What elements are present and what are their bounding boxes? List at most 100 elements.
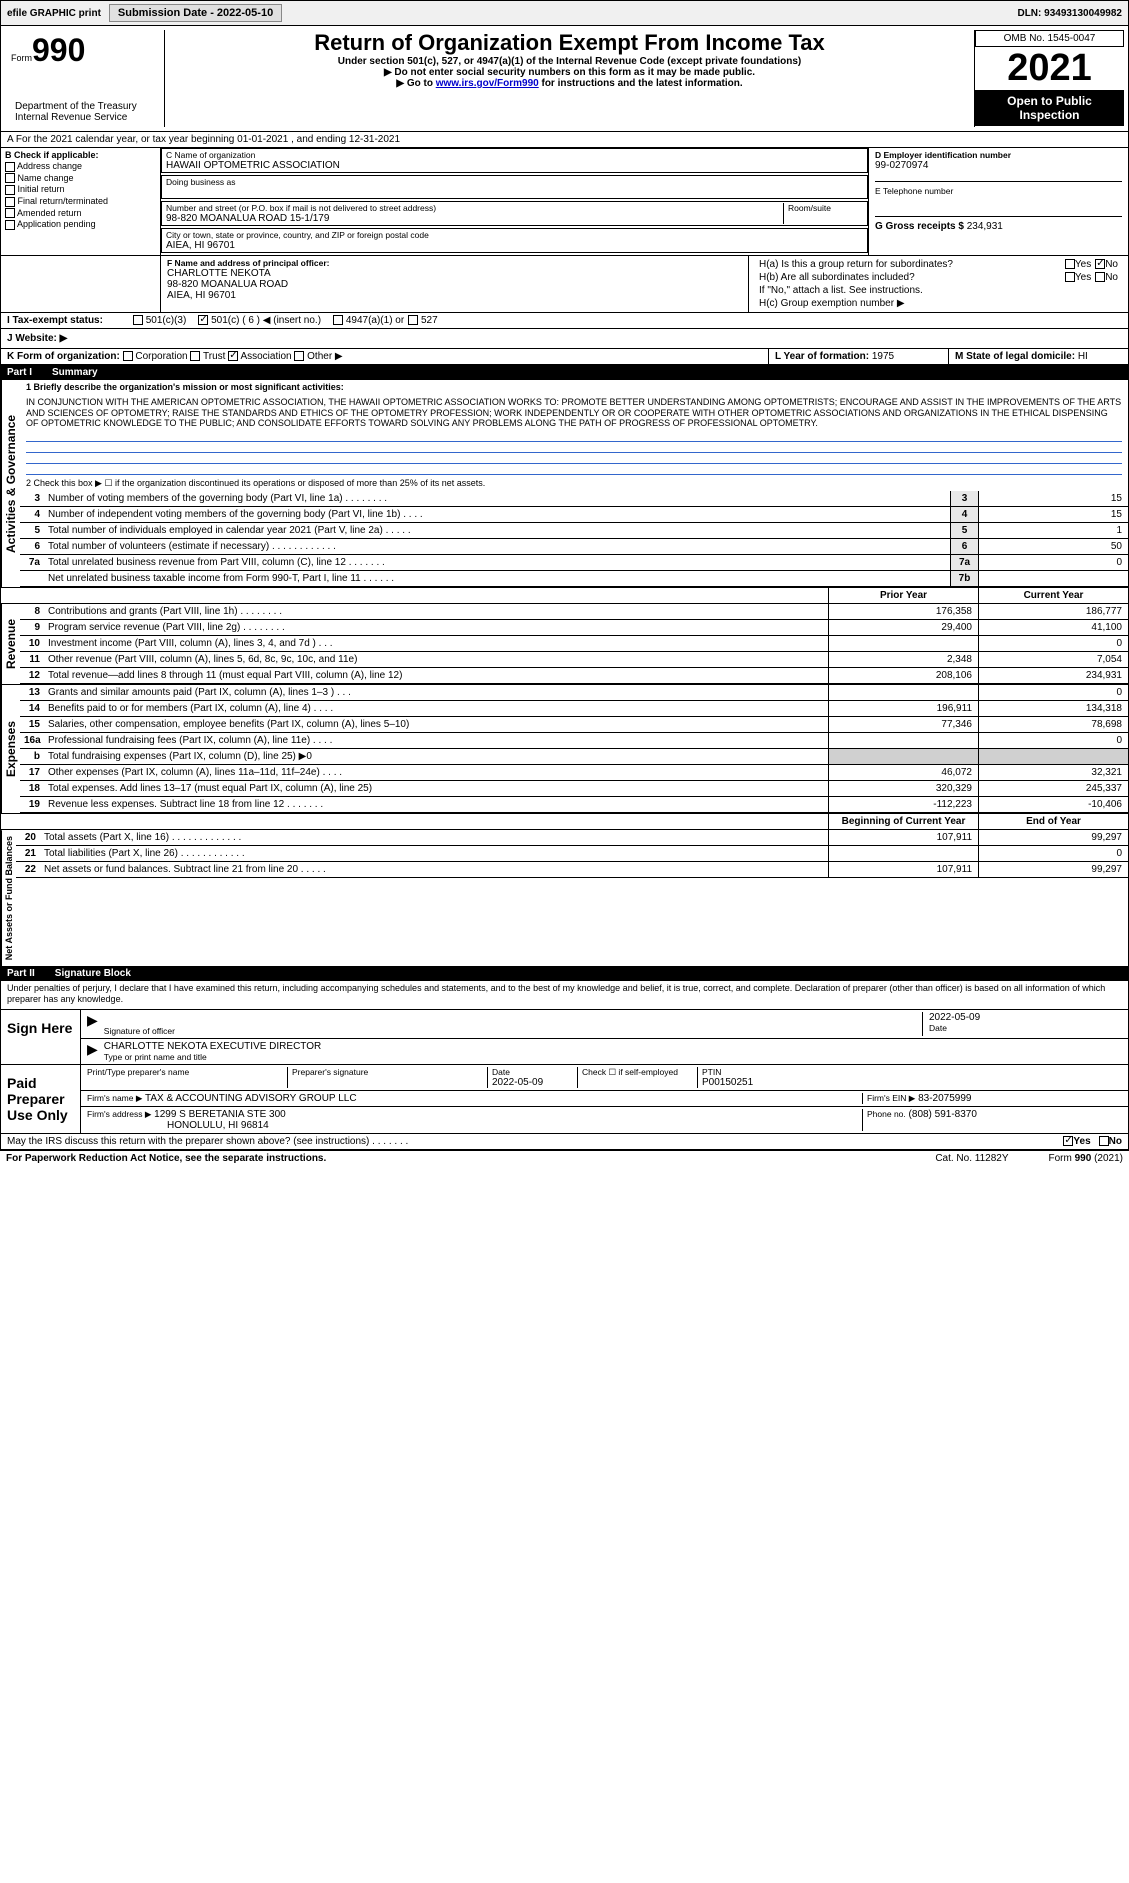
line-box: 7b — [950, 571, 978, 586]
state-domicile: HI — [1078, 351, 1088, 362]
line-num: 8 — [20, 604, 44, 619]
prep-date-value: 2022-05-09 — [492, 1077, 577, 1088]
city-label: City or town, state or province, country… — [166, 230, 863, 240]
sig-date-value: 2022-05-09 — [929, 1012, 1122, 1023]
room-label: Room/suite — [788, 203, 863, 213]
prior-val — [828, 685, 978, 700]
curr-val: 0 — [978, 685, 1128, 700]
line-val: 15 — [978, 491, 1128, 506]
tax-year-line: A For the 2021 calendar year, or tax yea… — [1, 132, 1128, 148]
discuss-no[interactable] — [1099, 1136, 1109, 1146]
prep-check-label: Check ☐ if self-employed — [577, 1067, 697, 1088]
submission-date-button[interactable]: Submission Date - 2022-05-10 — [109, 4, 282, 22]
firm-name-label: Firm's name ▶ — [87, 1093, 142, 1103]
line-desc: Contributions and grants (Part VIII, lin… — [44, 604, 828, 619]
curr-year-hdr: Current Year — [978, 588, 1128, 603]
line-val: 1 — [978, 523, 1128, 538]
line-desc: Benefits paid to or for members (Part IX… — [44, 701, 828, 716]
line-desc: Salaries, other compensation, employee b… — [44, 717, 828, 732]
ptin-label: PTIN — [702, 1067, 1122, 1077]
h-b-label: H(b) Are all subordinates included? — [759, 272, 1065, 283]
org-address: 98-820 MOANALUA ROAD 15-1/179 — [166, 213, 783, 224]
ptin-value: P00150251 — [702, 1077, 1122, 1088]
paid-preparer-label: Paid Preparer Use Only — [1, 1065, 81, 1133]
line-desc: Number of voting members of the governin… — [44, 491, 950, 506]
curr-val: 78,698 — [978, 717, 1128, 732]
chk-name-change[interactable]: Name change — [5, 173, 156, 184]
org-city: AIEA, HI 96701 — [166, 240, 863, 251]
chk-address-change[interactable]: Address change — [5, 161, 156, 172]
prior-val: 196,911 — [828, 701, 978, 716]
chk-initial-return[interactable]: Initial return — [5, 184, 156, 195]
line-val — [978, 571, 1128, 586]
line-val: 50 — [978, 539, 1128, 554]
line-num: 10 — [20, 636, 44, 651]
discuss-label: May the IRS discuss this return with the… — [7, 1136, 1063, 1147]
addr-label: Number and street (or P.O. box if mail i… — [166, 203, 783, 213]
curr-val: 245,337 — [978, 781, 1128, 796]
h-b-note: If "No," attach a list. See instructions… — [755, 284, 1122, 297]
vlabel-expenses: Expenses — [1, 685, 20, 813]
h-a-yes[interactable] — [1065, 259, 1075, 269]
line-num: 12 — [20, 668, 44, 683]
prior-val: -112,223 — [828, 797, 978, 812]
efile-label: efile GRAPHIC print — [7, 8, 101, 19]
chk-527[interactable] — [408, 315, 418, 325]
chk-amended-return[interactable]: Amended return — [5, 208, 156, 219]
chk-trust[interactable] — [190, 351, 200, 361]
prior-val: 77,346 — [828, 717, 978, 732]
cat-no: Cat. No. 11282Y — [935, 1153, 1008, 1164]
line-box: 4 — [950, 507, 978, 522]
chk-final-return[interactable]: Final return/terminated — [5, 196, 156, 207]
h-b-yes[interactable] — [1065, 272, 1075, 282]
prep-sig-label: Preparer's signature — [292, 1067, 487, 1077]
line-desc: Total unrelated business revenue from Pa… — [44, 555, 950, 570]
vlabel-revenue: Revenue — [1, 604, 20, 684]
prior-val: 107,911 — [828, 830, 978, 845]
line-num — [20, 571, 44, 586]
prior-val: 208,106 — [828, 668, 978, 683]
prior-val — [828, 636, 978, 651]
curr-val: 99,297 — [978, 862, 1128, 877]
instructions-link[interactable]: www.irs.gov/Form990 — [436, 78, 539, 89]
line-box: 5 — [950, 523, 978, 538]
box-b: B Check if applicable: Address change Na… — [1, 148, 161, 255]
firm-addr1: 1299 S BERETANIA STE 300 — [154, 1109, 286, 1120]
prior-val: 320,329 — [828, 781, 978, 796]
h-b-no[interactable] — [1095, 272, 1105, 282]
chk-4947[interactable] — [333, 315, 343, 325]
line-desc: Total number of individuals employed in … — [44, 523, 950, 538]
line-desc: Revenue less expenses. Subtract line 18 … — [44, 797, 828, 812]
eoy-hdr: End of Year — [978, 814, 1128, 829]
curr-val: 186,777 — [978, 604, 1128, 619]
firm-addr2: HONOLULU, HI 96814 — [87, 1120, 862, 1131]
part-1-header: Part ISummary — [1, 365, 1128, 380]
curr-val: 134,318 — [978, 701, 1128, 716]
line-box: 7a — [950, 555, 978, 570]
discuss-yes[interactable] — [1063, 1136, 1073, 1146]
year-formation: 1975 — [872, 351, 894, 362]
line-desc: Program service revenue (Part VIII, line… — [44, 620, 828, 635]
line-num: 9 — [20, 620, 44, 635]
form-number: Form990 — [11, 32, 158, 69]
prior-val: 46,072 — [828, 765, 978, 780]
chk-assoc[interactable] — [228, 351, 238, 361]
box-e-label: E Telephone number — [875, 186, 1122, 196]
form-footer: Form 990 (2021) — [1049, 1153, 1123, 1164]
open-to-public: Open to Public Inspection — [975, 90, 1124, 126]
chk-corp[interactable] — [123, 351, 133, 361]
chk-application-pending[interactable]: Application pending — [5, 219, 156, 230]
line-num: 20 — [16, 830, 40, 845]
chk-other[interactable] — [294, 351, 304, 361]
line-num: 13 — [20, 685, 44, 700]
h-a-no[interactable] — [1095, 259, 1105, 269]
chk-501c[interactable] — [198, 315, 208, 325]
firm-name: TAX & ACCOUNTING ADVISORY GROUP LLC — [145, 1093, 357, 1104]
box-m-label: M State of legal domicile: — [955, 351, 1075, 362]
line-num: 21 — [16, 846, 40, 861]
chk-501c3[interactable] — [133, 315, 143, 325]
sig-officer-label: Signature of officer — [104, 1026, 922, 1036]
prep-name-label: Print/Type preparer's name — [87, 1067, 287, 1077]
officer-addr1: 98-820 MOANALUA ROAD — [167, 279, 742, 290]
department-label: Department of the Treasury Internal Reve… — [11, 99, 158, 125]
